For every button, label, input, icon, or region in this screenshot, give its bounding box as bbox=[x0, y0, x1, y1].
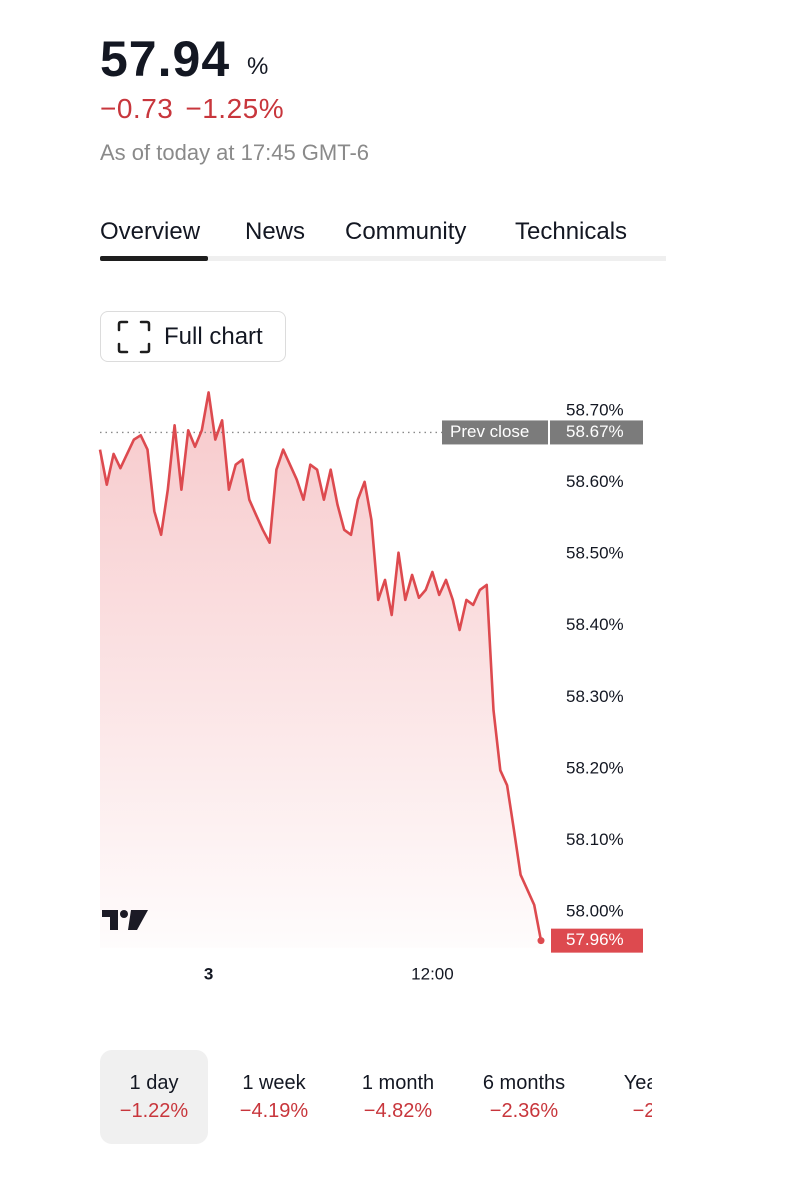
chart: 58.70% 58.60% 58.50% 58.40% 58.30% 58.20% 58.1… bbox=[98, 391, 643, 983]
area bbox=[100, 392, 541, 948]
x-tick-label: 3 bbox=[204, 964, 213, 983]
period-option[interactable]: 1 week −4.19% bbox=[212, 1050, 336, 1144]
fullscreen-icon bbox=[117, 320, 151, 354]
last-price-badge bbox=[551, 928, 643, 953]
prev-close-value-badge bbox=[550, 420, 643, 445]
y-tick-label: 58.50% bbox=[566, 544, 624, 563]
price: 57.94 bbox=[100, 31, 231, 87]
period-selector: 1 day −1.22% 1 week −4.19% 1 month −4.82% 6 mo… bbox=[100, 1050, 652, 1144]
x-tick-label: 12:00 bbox=[411, 964, 454, 983]
change-abs: −0.73 bbox=[100, 93, 174, 124]
last-point bbox=[537, 937, 545, 945]
period-option[interactable]: 1 month −4.82% bbox=[332, 1050, 464, 1144]
price-unit: % bbox=[247, 53, 269, 80]
prev-close-label: Prev close bbox=[450, 422, 529, 441]
period-name: 1 week bbox=[242, 1072, 306, 1094]
period-change: −2.36% bbox=[489, 1100, 559, 1122]
full-chart-button[interactable] bbox=[100, 311, 286, 362]
period-name: 1 day bbox=[129, 1072, 179, 1094]
y-tick-label: 58.40% bbox=[566, 615, 624, 634]
period-change: −4.82% bbox=[363, 1100, 433, 1122]
period-option[interactable]: 6 months −2.36% bbox=[462, 1050, 586, 1144]
price-line bbox=[98, 391, 543, 941]
price-change: −0.73 −1.25% bbox=[100, 93, 284, 125]
period-option[interactable]: Year −2 bbox=[594, 1050, 652, 1144]
y-tick-label: 58.30% bbox=[566, 687, 624, 706]
y-tick-label: 58.60% bbox=[566, 472, 624, 491]
change-pct: −1.25% bbox=[185, 93, 285, 124]
y-tick-label: 58.70% bbox=[566, 400, 624, 419]
prev-close-badge bbox=[442, 420, 548, 445]
timestamp: As of today at 17:45 GMT-6 bbox=[100, 140, 370, 165]
period-name: 6 months bbox=[482, 1072, 566, 1094]
tab[interactable]: Community bbox=[345, 218, 467, 245]
prev-close-value: 58.67% bbox=[566, 422, 624, 441]
period-option[interactable]: 1 day −1.22% bbox=[100, 1050, 208, 1144]
period-change: −2 bbox=[632, 1100, 652, 1122]
period-name: Year bbox=[623, 1072, 652, 1094]
period-name: 1 month bbox=[361, 1072, 435, 1094]
y-tick-label: 58.00% bbox=[566, 901, 624, 920]
full-chart-label[interactable]: Full chart bbox=[164, 323, 263, 350]
tab[interactable]: News bbox=[245, 218, 306, 245]
last-price-label: 57.96% bbox=[566, 930, 624, 949]
tab[interactable]: Technicals bbox=[515, 218, 628, 245]
period-change: −1.22% bbox=[119, 1100, 189, 1122]
period-change: −4.19% bbox=[239, 1100, 309, 1122]
y-tick-label: 58.20% bbox=[566, 758, 624, 777]
tab[interactable]: Overview bbox=[100, 218, 201, 245]
tab-indicator bbox=[100, 256, 208, 261]
tab-track bbox=[100, 256, 666, 261]
y-tick-label: 58.10% bbox=[566, 830, 624, 849]
